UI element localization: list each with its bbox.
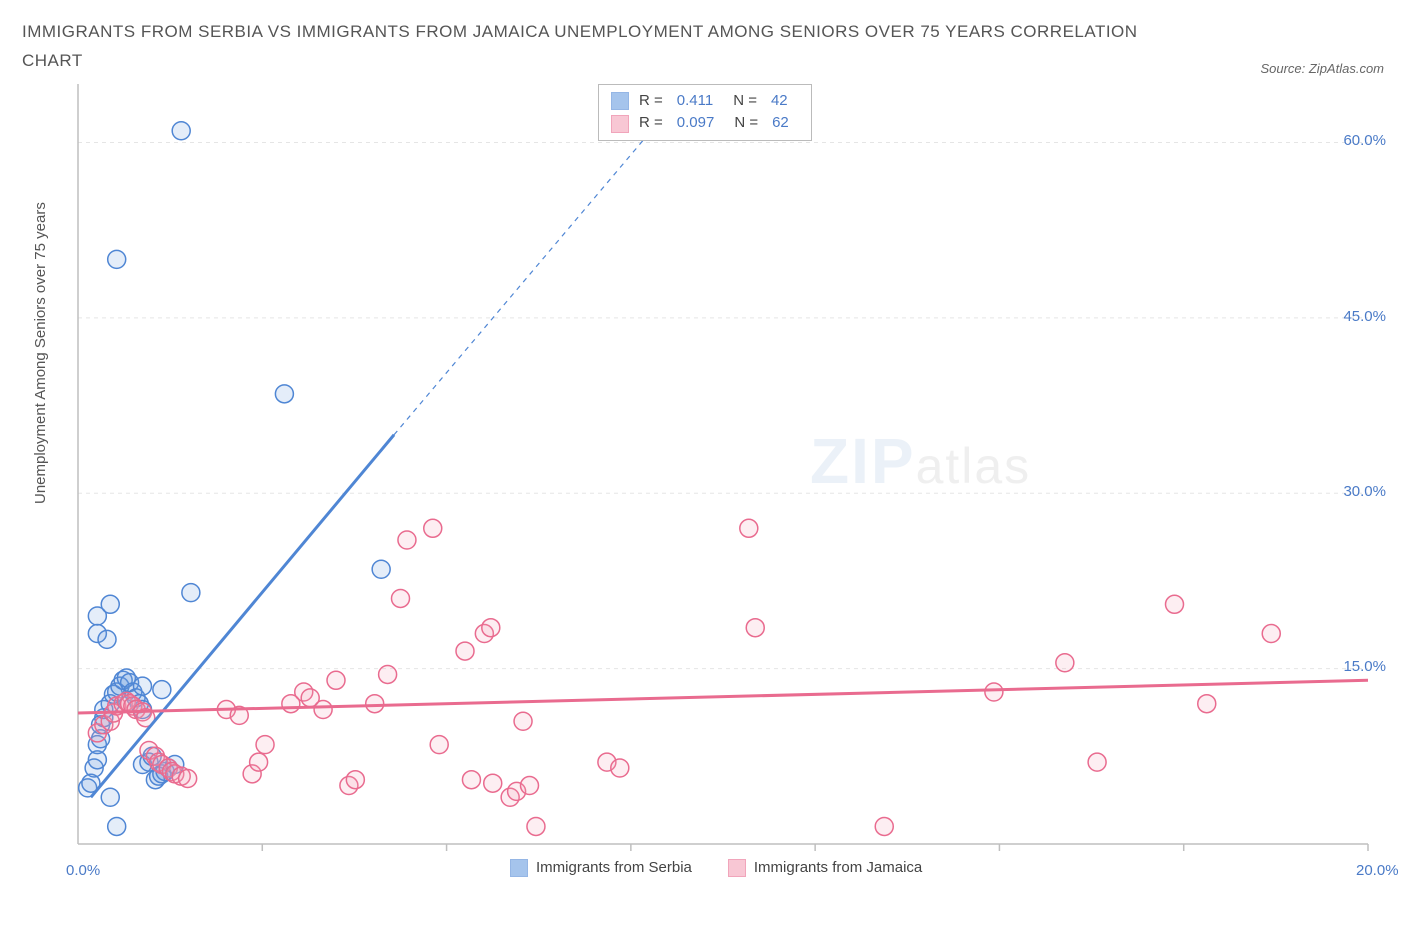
data-point — [611, 759, 629, 777]
trend-line — [78, 680, 1368, 713]
y-tick-label: 45.0% — [1343, 308, 1386, 325]
legend-item-serbia: Immigrants from Serbia — [510, 859, 692, 877]
legend-stats-serbia: R =0.411 N =42 — [611, 90, 799, 113]
data-point — [456, 642, 474, 660]
data-point — [521, 776, 539, 794]
data-point — [514, 712, 532, 730]
x-tick-label: 0.0% — [66, 862, 100, 879]
data-point — [346, 770, 364, 788]
chart-header: IMMIGRANTS FROM SERBIA VS IMMIGRANTS FRO… — [22, 18, 1384, 76]
data-point — [1088, 753, 1106, 771]
data-point — [275, 385, 293, 403]
chart-area: Unemployment Among Seniors over 75 years… — [70, 84, 1384, 904]
data-point — [527, 817, 545, 835]
data-point — [172, 122, 190, 140]
data-point — [398, 531, 416, 549]
legend-series: Immigrants from Serbia Immigrants from J… — [510, 859, 922, 877]
data-point — [746, 618, 764, 636]
data-point — [134, 677, 152, 695]
data-point — [366, 694, 384, 712]
legend-stats: R =0.411 N =42 R =0.097 N =62 — [598, 84, 812, 141]
y-tick-label: 15.0% — [1343, 658, 1386, 675]
data-point — [179, 769, 197, 787]
data-point — [392, 589, 410, 607]
x-tick-label: 20.0% — [1356, 862, 1399, 879]
trend-line — [91, 435, 394, 797]
data-point — [484, 774, 502, 792]
chart-source: Source: ZipAtlas.com — [1260, 61, 1384, 76]
data-point — [424, 519, 442, 537]
swatch-jamaica-icon — [728, 859, 746, 877]
y-axis-label: Unemployment Among Seniors over 75 years — [32, 202, 49, 504]
data-point — [182, 583, 200, 601]
data-point — [250, 753, 268, 771]
chart-title: IMMIGRANTS FROM SERBIA VS IMMIGRANTS FRO… — [22, 18, 1172, 76]
data-point — [101, 788, 119, 806]
data-point — [379, 665, 397, 683]
data-point — [108, 250, 126, 268]
scatter-plot — [70, 84, 1388, 864]
data-point — [462, 770, 480, 788]
swatch-serbia-icon — [510, 859, 528, 877]
data-point — [482, 618, 500, 636]
data-point — [985, 683, 1003, 701]
legend-label-jamaica: Immigrants from Jamaica — [754, 859, 922, 876]
data-point — [101, 595, 119, 613]
data-point — [875, 817, 893, 835]
y-tick-label: 60.0% — [1343, 132, 1386, 149]
data-point — [1262, 624, 1280, 642]
data-point — [740, 519, 758, 537]
data-point — [1166, 595, 1184, 613]
data-point — [98, 630, 116, 648]
legend-item-jamaica: Immigrants from Jamaica — [728, 859, 922, 877]
data-point — [1056, 654, 1074, 672]
swatch-serbia — [611, 92, 629, 110]
data-point — [1198, 694, 1216, 712]
data-point — [327, 671, 345, 689]
data-point — [256, 735, 274, 753]
swatch-jamaica — [611, 115, 629, 133]
data-point — [108, 817, 126, 835]
data-point — [372, 560, 390, 578]
y-tick-label: 30.0% — [1343, 483, 1386, 500]
data-point — [153, 680, 171, 698]
data-point — [430, 735, 448, 753]
legend-label-serbia: Immigrants from Serbia — [536, 859, 692, 876]
data-point — [314, 700, 332, 718]
legend-stats-jamaica: R =0.097 N =62 — [611, 112, 799, 135]
